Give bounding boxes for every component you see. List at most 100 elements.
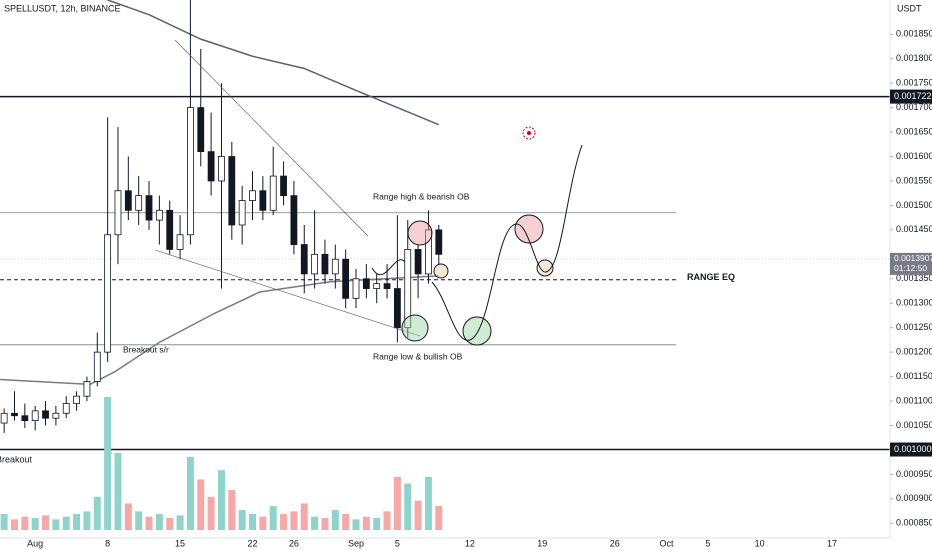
annotation: Range high & bearish OB [373, 191, 470, 201]
candle-body [166, 209, 174, 250]
candle-body [300, 244, 308, 275]
candle-body [352, 278, 360, 299]
ob-circle [401, 314, 429, 342]
candle-body [124, 190, 132, 211]
candle-body [280, 175, 287, 197]
ob-circle [514, 214, 544, 244]
candle-body [83, 381, 91, 397]
candle-body [290, 195, 298, 245]
volume-bar [114, 452, 122, 530]
sketch-line [371, 259, 406, 276]
y-axis-label: USDT [897, 3, 922, 13]
x-tick-label: 15 [175, 538, 185, 548]
volume-bar [217, 470, 225, 530]
volume-bar [83, 511, 91, 530]
x-tick-label: 5 [705, 538, 710, 548]
volume-bar [145, 516, 153, 530]
x-tick-label: 10 [755, 538, 765, 548]
volume-bar [249, 514, 257, 530]
volume-bar [342, 514, 350, 530]
x-tick-label: 12 [465, 538, 475, 548]
candle-body [135, 195, 143, 211]
projection-path [431, 144, 583, 341]
volume-bar [21, 516, 29, 530]
volume-bar [311, 516, 319, 530]
moving-average [0, 275, 439, 386]
volume-bar [0, 514, 8, 530]
candle-body [414, 249, 422, 275]
candle-body [362, 278, 370, 289]
volume-bar [393, 476, 401, 530]
volume-bar [404, 483, 412, 530]
volume-bar [414, 500, 422, 530]
annotation: Breakout s/r [123, 344, 169, 354]
volume-bar [383, 511, 391, 530]
candle-body [62, 403, 70, 414]
volume-bar [42, 515, 50, 530]
candle-body [342, 258, 350, 299]
candle-body [187, 107, 194, 236]
candle-body [104, 234, 112, 353]
x-tick-label: 17 [827, 538, 837, 548]
volume-bar [228, 490, 236, 530]
candle-body [155, 209, 163, 221]
volume-bar [197, 479, 205, 530]
volume-bar [166, 518, 174, 530]
candle-body [73, 395, 80, 404]
volume-bar [352, 519, 360, 530]
key-level-label: 0.0017225 [894, 91, 932, 101]
volume-bar [259, 516, 267, 530]
target-icon [527, 131, 531, 135]
x-tick-label: Sep [348, 538, 364, 548]
countdown-label: 01:12:50 [894, 263, 927, 273]
x-tick-label: 5 [395, 538, 400, 548]
volume-bar [280, 514, 288, 530]
candle-body [11, 412, 18, 417]
ob-circle [407, 220, 433, 246]
volume-bar [62, 516, 70, 530]
volume-bar [52, 519, 60, 530]
volume-bar [186, 456, 194, 530]
x-tick-label: 26 [610, 538, 620, 548]
x-tick-label: 22 [248, 538, 258, 548]
target-icon [522, 126, 536, 140]
key-level-box [890, 442, 932, 457]
ob-circle [462, 316, 492, 346]
plot [0, 0, 890, 530]
candle-body [42, 410, 49, 419]
candle-body [176, 234, 184, 250]
x-tick-label: 19 [537, 538, 547, 548]
candle-body [228, 156, 236, 226]
x-tick-label: 26 [289, 538, 299, 548]
candle-body [331, 258, 339, 275]
drawings [154, 39, 583, 346]
volume-bar [93, 496, 101, 530]
moving-average [107, 0, 440, 126]
key-level-label: 0.0010009 [894, 444, 932, 454]
volume-bar [31, 518, 39, 530]
ob-circle [433, 263, 449, 279]
range-eq-label: RANGE EQ [687, 272, 735, 282]
volume-bar [300, 503, 308, 530]
candle-body [52, 412, 60, 419]
candle-body [93, 351, 101, 382]
volume-bar [238, 510, 246, 530]
volume-bar [321, 518, 329, 530]
volume-bar [104, 397, 112, 530]
last-price-box [890, 252, 932, 275]
y-tick-label: 0.0008500 [896, 518, 932, 528]
candle-body [393, 288, 401, 329]
volume-bar [331, 510, 339, 530]
